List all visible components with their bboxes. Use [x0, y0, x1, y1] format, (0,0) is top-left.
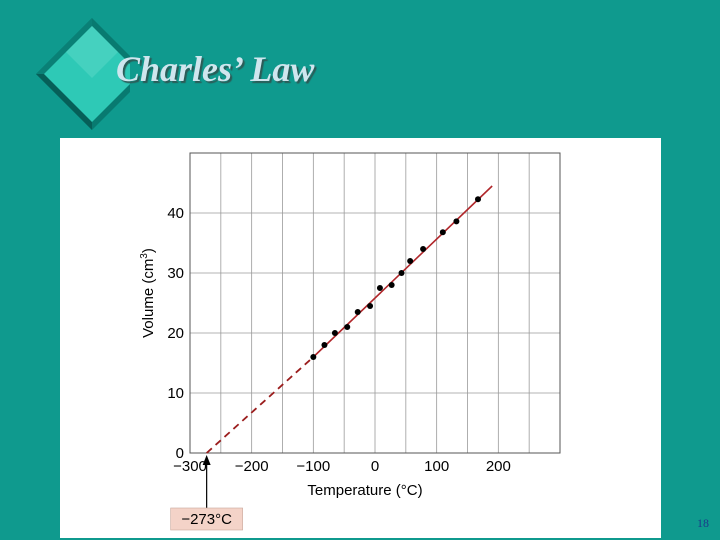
page-number: 18	[697, 516, 709, 530]
x-tick-label: 0	[371, 458, 379, 475]
data-point	[398, 270, 405, 276]
y-axis-label: Volume (cm3)	[139, 248, 157, 338]
x-tick-label: 200	[486, 458, 511, 475]
charles-law-chart: −300 −200 −100 0 100 200 0 10 20 30 40 Temperature…	[139, 152, 561, 531]
data-point	[367, 303, 374, 309]
y-axis-label-superscript: 3	[139, 253, 150, 259]
annotation-box	[170, 507, 243, 531]
data-point	[331, 330, 338, 336]
data-point	[376, 285, 383, 291]
y-tick-label: 30	[167, 265, 184, 282]
data-point	[354, 309, 361, 315]
y-tick-label: 40	[167, 205, 184, 222]
data-point	[344, 324, 351, 330]
y-axis-label-text: Volume (cm	[140, 259, 157, 338]
extrapolation-line	[206, 356, 314, 454]
annotation-label: −273°C	[181, 511, 232, 528]
tick-labels: −300 −200 −100 0 100 200 0 10 20 30 40	[167, 205, 511, 475]
series-lines	[206, 185, 493, 454]
data-point	[439, 229, 446, 236]
slide-title: Charles’ Law	[116, 49, 315, 89]
data-point	[420, 246, 427, 252]
axes	[189, 152, 561, 454]
data-point	[474, 196, 481, 203]
y-tick-label: 20	[167, 325, 184, 342]
x-tick-label: −200	[235, 458, 269, 475]
data-point	[453, 218, 460, 225]
absolute-zero-annotation: −273°C	[170, 455, 243, 531]
diamond-bullet-icon	[36, 18, 130, 130]
data-point	[310, 354, 317, 360]
data-point	[388, 282, 395, 288]
data-point	[407, 258, 414, 264]
x-tick-label: 100	[424, 458, 449, 475]
x-tick-label: −300	[173, 458, 207, 475]
y-tick-label: 10	[167, 385, 184, 402]
chart-panel: −300 −200 −100 0 100 200 0 10 20 30 40 Temperature…	[60, 138, 661, 538]
y-tick-label: 0	[176, 445, 184, 462]
annotation-arrowhead	[202, 455, 211, 465]
data-points	[310, 196, 481, 360]
x-axis-label: Temperature (°C)	[307, 482, 422, 499]
data-point	[321, 342, 328, 348]
x-tick-label: −100	[296, 458, 330, 475]
grid	[190, 153, 560, 453]
plot-frame	[189, 152, 561, 454]
y-axis-label-close: )	[140, 248, 157, 253]
